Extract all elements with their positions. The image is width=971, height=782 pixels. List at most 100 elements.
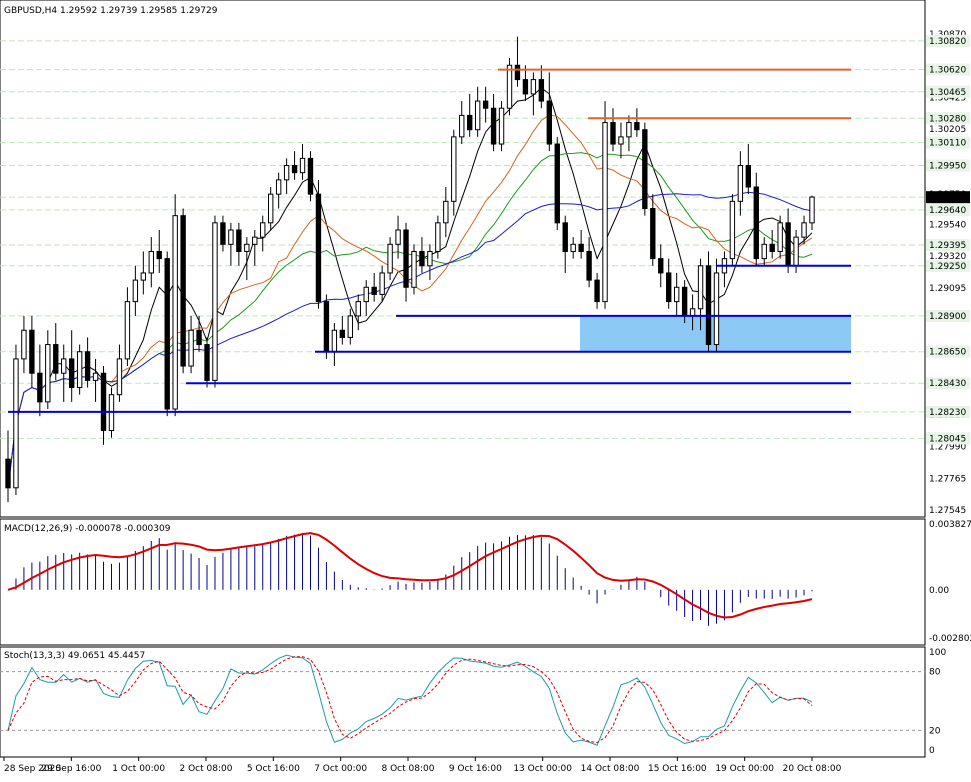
candle-body bbox=[323, 301, 330, 353]
candle-body bbox=[530, 79, 537, 95]
candle-body bbox=[570, 243, 576, 252]
candle-body bbox=[642, 129, 648, 209]
candle-body bbox=[331, 329, 338, 353]
price-level-marker bbox=[926, 63, 970, 76]
stoch-tick-label: 20 bbox=[929, 726, 941, 736]
price-level-label: 1.29640 bbox=[929, 206, 966, 216]
price-level-marker bbox=[926, 85, 970, 98]
candle-body bbox=[355, 301, 361, 317]
candle-body bbox=[419, 250, 425, 267]
candle-body bbox=[260, 222, 266, 238]
candle-body bbox=[801, 222, 807, 238]
candle-body bbox=[745, 165, 752, 188]
candle-body bbox=[76, 351, 83, 389]
macd-tick-label: 0.003827 bbox=[929, 520, 971, 530]
time-tick-label: 19 Oct 00:00 bbox=[715, 764, 774, 774]
price-level-label: 1.28900 bbox=[929, 312, 966, 322]
candle-body bbox=[490, 107, 497, 145]
price-tick-label: 1.29320 bbox=[929, 252, 966, 262]
ma-blue-line bbox=[7, 191, 813, 488]
candle-body bbox=[594, 279, 600, 303]
candle-body bbox=[315, 193, 322, 303]
candle-body bbox=[180, 215, 186, 367]
candle-body bbox=[522, 79, 529, 95]
time-tick-label: 20 Oct 08:00 bbox=[783, 764, 842, 774]
candle-body bbox=[228, 229, 234, 245]
candle-body bbox=[307, 157, 314, 195]
candle-body bbox=[236, 229, 242, 252]
candle-body bbox=[140, 272, 147, 281]
price-level-label: 1.28650 bbox=[929, 348, 966, 358]
price-tick-label: 1.27545 bbox=[929, 506, 966, 516]
current-price-marker bbox=[926, 191, 970, 204]
price-level-label: 1.30620 bbox=[929, 66, 966, 76]
candle-body bbox=[602, 122, 608, 303]
candle-body bbox=[53, 344, 59, 374]
candle-body bbox=[474, 100, 481, 131]
candle-body bbox=[681, 286, 688, 317]
time-tick-label: 5 Oct 16:00 bbox=[247, 764, 300, 774]
candle-body bbox=[506, 64, 513, 109]
candle-body bbox=[626, 122, 632, 138]
price-level-label: 1.29250 bbox=[929, 262, 966, 272]
candle-body bbox=[379, 272, 385, 295]
price-tick-label: 1.29095 bbox=[929, 284, 966, 294]
stoch-tick-label: 100 bbox=[929, 648, 946, 658]
price-level-marker bbox=[926, 34, 970, 47]
candle-body bbox=[697, 265, 704, 310]
price-level-marker bbox=[926, 136, 970, 149]
time-tick-label: 9 Oct 16:00 bbox=[449, 764, 502, 774]
price-level-marker bbox=[926, 203, 970, 216]
price-level-label: 1.30820 bbox=[929, 37, 966, 47]
candle-body bbox=[124, 301, 131, 360]
stoch-d-line bbox=[7, 656, 813, 744]
candle-body bbox=[761, 243, 767, 260]
price-level-label: 1.28230 bbox=[929, 408, 966, 418]
candle-body bbox=[658, 258, 664, 274]
candle-body bbox=[196, 329, 202, 346]
candle-body bbox=[37, 372, 43, 403]
price-level-marker bbox=[926, 239, 970, 252]
candle-body bbox=[459, 114, 465, 138]
candle-body bbox=[252, 236, 258, 245]
candle-body bbox=[132, 279, 139, 303]
candle-body bbox=[737, 165, 744, 202]
price-tick-label: 1.27765 bbox=[929, 474, 966, 484]
time-tick-label: 15 Oct 16:00 bbox=[648, 764, 707, 774]
macd-tick-label: -0.002802 bbox=[929, 634, 971, 644]
time-tick-label: 28 Sep 2020 bbox=[4, 764, 61, 774]
ma-orange-line bbox=[7, 114, 813, 488]
candle-body bbox=[673, 286, 680, 303]
candle-body bbox=[204, 344, 210, 381]
candle-body bbox=[268, 193, 274, 224]
candle-body bbox=[753, 186, 759, 260]
candle-body bbox=[116, 358, 123, 396]
candle-body bbox=[100, 372, 107, 432]
price-level-marker bbox=[926, 377, 970, 390]
candle-body bbox=[188, 329, 194, 367]
candle-body bbox=[554, 143, 560, 224]
price-level-label: 1.30110 bbox=[929, 139, 966, 149]
candle-body bbox=[546, 100, 552, 145]
candle-body bbox=[212, 222, 218, 381]
candle-body bbox=[411, 250, 417, 288]
macd-panel-frame bbox=[0, 518, 926, 646]
candle-body bbox=[291, 165, 298, 174]
candle-body bbox=[666, 272, 672, 303]
candle-body bbox=[299, 157, 306, 174]
macd-panel-title: MACD(12,26,9) -0.000078 -0.000309 bbox=[4, 524, 171, 534]
candle-body bbox=[809, 196, 815, 224]
main-panel-frame bbox=[0, 0, 926, 518]
candle-body bbox=[84, 351, 91, 381]
time-tick-label: 14 Oct 08:00 bbox=[581, 764, 640, 774]
price-level-marker bbox=[926, 432, 970, 445]
candle-body bbox=[777, 222, 783, 252]
candle-body bbox=[443, 200, 449, 224]
candle-body bbox=[467, 114, 473, 131]
candle-body bbox=[395, 229, 401, 245]
stoch-panel-frame bbox=[0, 646, 926, 758]
macd-indicator: 0.003827 0.00 -0.002802 bbox=[7, 520, 971, 644]
price-tick-label: 1.29540 bbox=[929, 220, 966, 230]
time-tick-label: 29 Sep 16:00 bbox=[41, 764, 101, 774]
